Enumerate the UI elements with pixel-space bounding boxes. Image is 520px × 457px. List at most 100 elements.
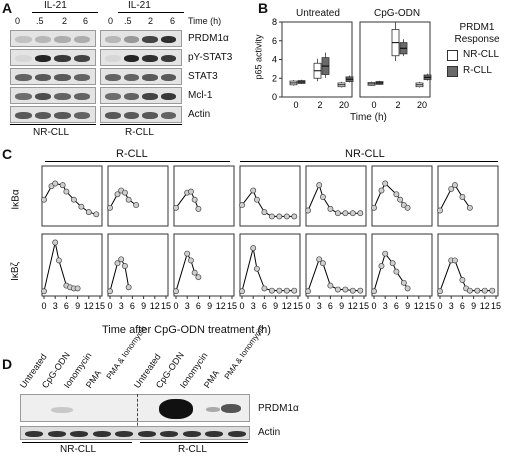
data-point (261, 285, 268, 292)
band (54, 93, 71, 100)
x-tick-label: 9 (75, 301, 80, 311)
c-xlabel: Time after CpG-ODN treatment (h) (102, 324, 271, 336)
data-point (70, 196, 77, 203)
x-tick-label: 3 (251, 301, 256, 311)
band (70, 431, 88, 437)
data-point (250, 187, 257, 194)
data-point (378, 263, 385, 269)
data-point (184, 250, 191, 257)
x-tick-label: 12 (348, 301, 358, 311)
x-tick-label: 0 (305, 301, 310, 311)
data-point (371, 204, 377, 211)
data-point (173, 288, 179, 295)
data-point (291, 213, 298, 220)
x-tick-label: 0 (293, 100, 298, 110)
data-point (489, 287, 496, 294)
x-tick-label: 9 (273, 301, 278, 311)
band (221, 404, 241, 413)
x-tick-label: 3 (185, 301, 190, 311)
band (73, 36, 90, 43)
x-tick-label: 15 (359, 301, 369, 311)
x-tick-label: 15 (293, 301, 303, 311)
blot-label-pystat3: pY-STAT3 (188, 52, 233, 63)
band (123, 74, 139, 81)
data-point (118, 256, 125, 263)
band (92, 431, 111, 437)
x-tick-label: 12 (216, 301, 226, 311)
band (51, 407, 73, 413)
x-tick-label: 15 (227, 301, 237, 311)
band (182, 431, 201, 437)
x-tick-label: 6 (394, 301, 399, 311)
data-point (268, 287, 275, 294)
data-point (466, 287, 473, 294)
data-point (357, 210, 364, 217)
il21-line-nr (32, 12, 98, 13)
nr-cll-bracket-d (22, 442, 132, 443)
data-point (52, 180, 59, 187)
series-line (241, 189, 295, 217)
data-point (253, 265, 260, 272)
group-label-r-cll-a: R-CLL (125, 127, 154, 138)
band (73, 112, 90, 119)
lane-label: PMA (83, 368, 104, 390)
lane-divider (137, 394, 138, 440)
time-0-nr: 0 (15, 16, 21, 26)
y-tick-label: 4 (272, 55, 277, 65)
x-tick-label: 6 (328, 301, 333, 311)
x-tick-label: 12 (480, 301, 490, 311)
x-tick-label: 2 (317, 100, 322, 110)
x-tick-label: 9 (471, 301, 476, 311)
x-tick-label: 12 (282, 301, 292, 311)
blot-strip (10, 68, 96, 85)
band (115, 431, 133, 437)
prdm1-blot-d (20, 394, 250, 422)
band (105, 112, 121, 119)
band (34, 112, 51, 119)
x-tick-label: 12 (150, 301, 160, 311)
x-tick-label: 0 (371, 100, 376, 110)
band (54, 74, 71, 81)
band (15, 112, 32, 119)
data-point (74, 285, 81, 292)
series-line (439, 184, 471, 211)
subplot-frame (41, 233, 103, 297)
data-point (195, 274, 202, 281)
x-tick-label: 9 (405, 301, 410, 311)
legend-swatch-nr (447, 50, 458, 61)
x-tick-label: 2 (395, 100, 400, 110)
r-cll-bracket-d (140, 442, 248, 443)
r-cll-bracket-a (100, 124, 182, 125)
data-point (466, 204, 473, 211)
blot-strip (10, 49, 96, 66)
x-tick-label: 6 (262, 301, 267, 311)
band (73, 93, 90, 100)
plot-frame (359, 21, 431, 98)
blot-strip (10, 106, 96, 123)
panel-b-chart: 0 2 4 6 8 0 2 20 0 2 20 (272, 17, 432, 110)
blot-strip (100, 106, 182, 123)
series-line (307, 258, 361, 292)
data-point (334, 286, 341, 293)
x-tick-label: 15 (161, 301, 171, 311)
band (142, 74, 158, 81)
band (34, 55, 51, 62)
subplot-frame (239, 233, 301, 297)
subplot-frame (437, 233, 499, 297)
x-tick-label: 15 (425, 301, 435, 311)
band (123, 36, 139, 43)
panel-c-letter: C (2, 146, 13, 162)
band (15, 74, 32, 81)
data-point (250, 245, 257, 252)
panel-c-chart: 0 3 6 9 12 15 0 3 6 9 12 15 0 3 6 9 12 15 0 3 6 9 12 15 0 3 6 9 12 15… (41, 165, 501, 311)
data-point (459, 277, 466, 283)
band (137, 431, 156, 437)
x-tick-label: 6 (196, 301, 201, 311)
band (105, 55, 121, 62)
x-tick-label: 0 (371, 301, 376, 311)
x-tick-label: 6 (460, 301, 465, 311)
band (54, 112, 71, 119)
legend-label-r: R-CLL (463, 65, 492, 76)
x-tick-label: 0 (239, 301, 244, 311)
band (105, 36, 121, 43)
